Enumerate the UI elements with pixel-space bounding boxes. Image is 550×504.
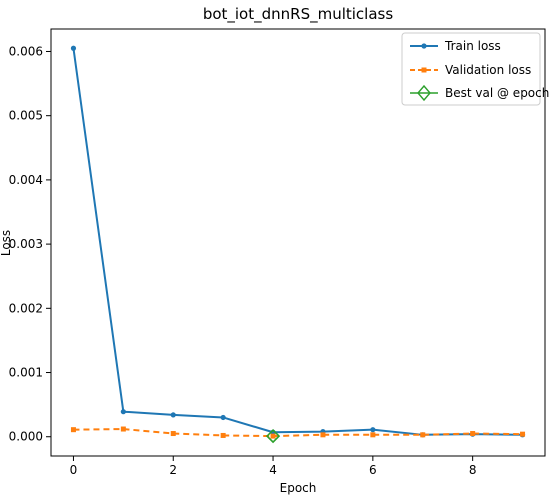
data-point-train-loss	[120, 409, 126, 415]
legend-label-train-loss: Train loss	[444, 39, 501, 53]
series-layer	[70, 45, 526, 444]
data-point-train-loss	[370, 427, 376, 433]
best-val-marker	[265, 428, 281, 444]
x-tick-label: 0	[70, 463, 78, 477]
data-point-validation-loss	[70, 427, 76, 433]
legend-box	[401, 32, 541, 106]
x-axis: 0 2 4 6 8	[70, 456, 477, 477]
chart-title: bot_iot_dnnRS_multiclass	[203, 5, 394, 24]
legend-marker-train-loss	[421, 43, 427, 49]
series-line-train-loss	[72, 48, 523, 436]
data-point-train-loss	[170, 412, 176, 418]
legend-item-best-val: Best val @ epoch 5	[410, 84, 550, 102]
y-tick-label: 0.000	[9, 430, 43, 444]
legend-marker-validation-loss	[421, 67, 427, 73]
y-tick-label: 0.001	[9, 366, 43, 380]
legend-item-train-loss: Train loss	[410, 39, 501, 53]
legend-label-validation-loss: Validation loss	[445, 63, 531, 77]
data-point-train-loss	[70, 45, 77, 51]
data-point-validation-loss	[170, 431, 176, 437]
y-tick-label: 0.006	[9, 44, 43, 58]
data-point-validation-loss	[420, 432, 426, 438]
legend-marker-best-val	[417, 84, 431, 102]
x-tick-label: 4	[269, 463, 277, 477]
data-point-validation-loss	[370, 432, 376, 438]
x-tick-label: 2	[169, 463, 177, 477]
y-tick-label: 0.002	[9, 301, 43, 315]
y-tick-label: 0.003	[9, 237, 43, 251]
y-axis: 0.000 0.001 0.002 0.003 0.004 0.005 0.006	[9, 44, 51, 444]
data-point-validation-loss	[220, 432, 226, 438]
legend-label-best-val: Best val @ epoch 5	[445, 86, 550, 100]
legend-item-validation-loss: Validation loss	[410, 63, 531, 77]
y-axis-title: Loss	[0, 230, 13, 256]
legend: Train loss Validation loss Best val @ ep…	[401, 32, 550, 106]
data-point-validation-loss	[270, 433, 276, 439]
data-point-validation-loss	[120, 426, 126, 432]
series-line-validation-loss	[73, 428, 523, 438]
x-tick-label: 6	[369, 463, 377, 477]
data-point-train-loss	[220, 414, 226, 421]
plot-area-frame	[50, 28, 546, 457]
y-tick-label: 0.005	[9, 109, 43, 123]
data-point-validation-loss	[470, 431, 476, 437]
data-point-validation-loss	[320, 432, 326, 438]
y-tick-label: 0.004	[9, 173, 43, 187]
x-axis-title: Epoch	[280, 481, 317, 495]
x-tick-label: 8	[469, 463, 477, 477]
data-point-validation-loss	[520, 431, 526, 437]
